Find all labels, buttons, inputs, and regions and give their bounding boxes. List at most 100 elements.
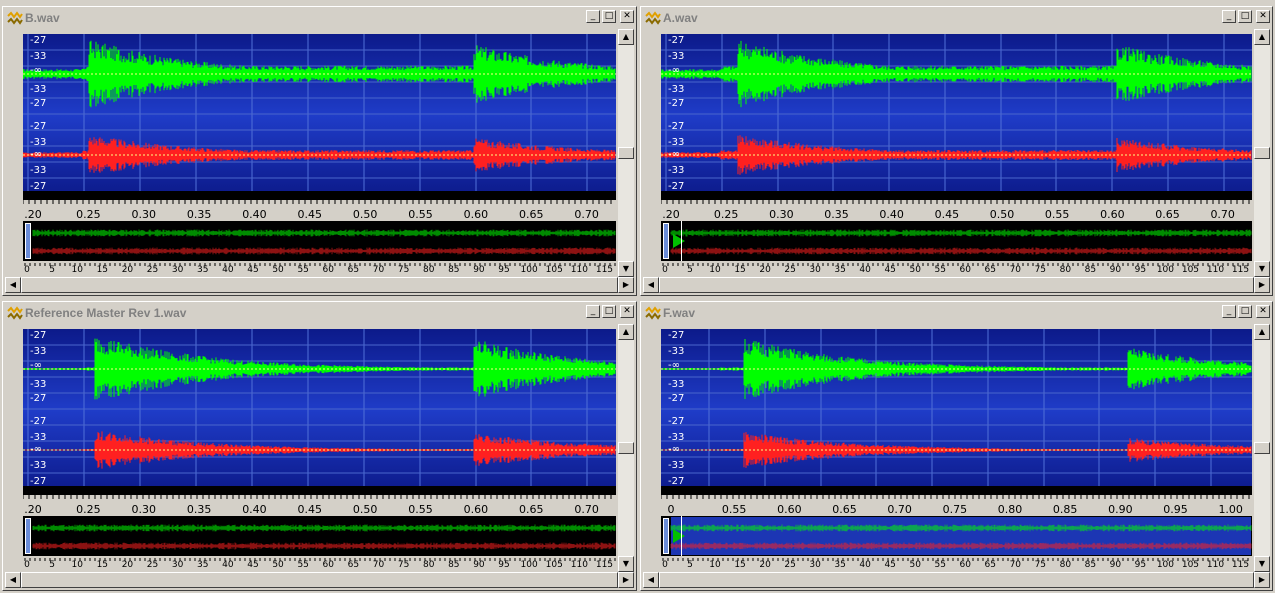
time-ruler-label: 0.35 — [824, 208, 849, 221]
time-ruler-label: .20 — [24, 208, 42, 221]
db-scale-label: -∞ — [30, 360, 42, 371]
window-titlebar[interactable]: Reference Master Rev 1.wav _ □ ✕ — [5, 304, 634, 322]
wave-window[interactable]: Reference Master Rev 1.wav _ □ ✕ -27 -33-… — [2, 301, 637, 591]
time-ruler-label: 0.50 — [989, 208, 1015, 221]
overview-range-handle[interactable] — [663, 518, 669, 554]
overview-range-handle[interactable] — [25, 518, 31, 554]
scroll-down-button[interactable]: ▼ — [1254, 556, 1270, 572]
scroll-right-button[interactable]: ▶ — [1254, 277, 1270, 293]
vertical-scroll-thumb[interactable] — [1254, 147, 1270, 159]
waveform-app-icon — [645, 11, 661, 25]
horizontal-scrollbar[interactable]: ◀ ▶ — [5, 277, 634, 293]
overview-range-handle[interactable] — [663, 223, 669, 259]
horizontal-scrollbar[interactable]: ◀ ▶ — [5, 572, 634, 588]
db-scale-label: -27 — [668, 330, 685, 341]
time-ruler[interactable]: .20 0.25 0.30 0.35 0.40 0.45 0.50 0.55 0.60 0.65 0… — [23, 495, 616, 516]
arrow-left-icon: ◀ — [9, 280, 17, 289]
maximize-button[interactable]: □ — [602, 10, 616, 23]
scroll-up-button[interactable]: ▲ — [1254, 29, 1270, 45]
horizontal-scroll-thumb[interactable] — [659, 572, 1254, 588]
time-ruler[interactable]: .20 0.25 0.30 0.35 0.40 0.45 0.50 0.55 0.60 0.65 0… — [661, 200, 1252, 221]
vertical-scroll-thumb[interactable] — [618, 147, 634, 159]
waveform-display[interactable]: -27 -33 -∞ -33 -27 -27 -33 -∞ -33 -27 — [661, 34, 1252, 197]
arrow-up-icon: ▲ — [1258, 32, 1266, 41]
scroll-left-button[interactable]: ◀ — [5, 277, 21, 293]
scroll-down-button[interactable]: ▼ — [618, 556, 634, 572]
arrow-right-icon: ▶ — [622, 280, 630, 289]
overview-ruler-label: 90 — [1109, 265, 1122, 275]
window-titlebar[interactable]: B.wav _ □ ✕ — [5, 9, 634, 27]
vertical-scrollbar[interactable]: ▲ ▼ — [1254, 29, 1270, 277]
overview-right-channel — [670, 247, 1252, 255]
time-ruler-label: 0.55 — [408, 208, 433, 221]
scroll-right-button[interactable]: ▶ — [618, 572, 634, 588]
play-position-icon[interactable] — [673, 234, 685, 248]
maximize-button[interactable]: □ — [1238, 305, 1252, 318]
wave-window[interactable]: B.wav _ □ ✕ -27 -33 -∞ -33 -27 -27 -33 -∞ -33 -27… — [2, 6, 637, 296]
db-scale-label: -∞ — [668, 149, 680, 160]
overview-ruler-label: 80 — [422, 265, 435, 275]
scroll-down-button[interactable]: ▼ — [1254, 261, 1270, 277]
maximize-button[interactable]: □ — [602, 305, 616, 318]
close-button[interactable]: ✕ — [620, 10, 634, 23]
vertical-scrollbar[interactable]: ▲ ▼ — [618, 29, 634, 277]
vertical-scrollbar[interactable]: ▲ ▼ — [1254, 324, 1270, 572]
db-scale-label: -∞ — [30, 65, 42, 76]
scroll-left-button[interactable]: ◀ — [5, 572, 21, 588]
waveform-display[interactable]: -27 -33 -∞ -33 -27 -27 -33 -∞ -33 -27 — [23, 329, 616, 492]
overview-ruler-label: 0 — [662, 560, 668, 570]
overview-ruler-label: 50 — [272, 560, 284, 570]
horizontal-scroll-thumb[interactable] — [21, 572, 618, 588]
time-ruler-label: 1.00 — [1218, 503, 1243, 516]
horizontal-scrollbar[interactable]: ◀ ▶ — [643, 277, 1270, 293]
maximize-button[interactable]: □ — [1238, 10, 1252, 23]
vertical-scroll-thumb[interactable] — [1254, 442, 1270, 454]
scroll-right-button[interactable]: ▶ — [618, 277, 634, 293]
time-ruler[interactable]: 0 0.55 0.60 0.65 0.70 0.75 0.80 0.85 0.90 0.95 1.0… — [661, 495, 1252, 516]
horizontal-scrollbar[interactable]: ◀ ▶ — [643, 572, 1270, 588]
minimize-button[interactable]: _ — [586, 10, 600, 23]
scroll-up-button[interactable]: ▲ — [1254, 324, 1270, 340]
waveform-bottom-bar — [661, 191, 1252, 200]
window-titlebar[interactable]: F.wav _ □ ✕ — [643, 304, 1270, 322]
play-position-icon[interactable] — [673, 529, 685, 543]
db-scale-label: -27 — [30, 476, 47, 487]
wave-window[interactable]: A.wav _ □ ✕ -27 -33 -∞ -33 -27 -27 -33 -∞ -33 -27… — [640, 6, 1273, 296]
scroll-left-button[interactable]: ◀ — [643, 277, 659, 293]
scroll-left-button[interactable]: ◀ — [643, 572, 659, 588]
arrow-up-icon: ▲ — [1258, 327, 1266, 336]
horizontal-scroll-thumb[interactable] — [659, 277, 1254, 293]
vertical-scroll-thumb[interactable] — [618, 442, 634, 454]
overview-ruler: 0 5 10 15 20 25 30 35 40 45 50 55 60 65 70 75 80 85 90 95 10… — [23, 558, 616, 572]
time-ruler-label: 0.50 — [352, 503, 378, 516]
overview-display[interactable] — [23, 516, 616, 556]
minimize-icon: _ — [1226, 11, 1232, 21]
overview-display[interactable] — [661, 221, 1252, 261]
waveform-display[interactable]: -27 -33 -∞ -33 -27 -27 -33 -∞ -33 -27 — [23, 34, 616, 197]
scroll-right-button[interactable]: ▶ — [1254, 572, 1270, 588]
time-ruler[interactable]: .20 0.25 0.30 0.35 0.40 0.45 0.50 0.55 0.60 0.65 0… — [23, 200, 616, 221]
window-title: A.wav — [663, 11, 698, 25]
time-ruler-label: 0.55 — [408, 503, 433, 516]
wave-window[interactable]: F.wav _ □ ✕ -27 -33 -∞ -33 -27 -27 -33 -∞ -33 -27… — [640, 301, 1273, 591]
overview-display[interactable] — [661, 516, 1252, 556]
window-titlebar[interactable]: A.wav _ □ ✕ — [643, 9, 1270, 27]
vertical-scrollbar[interactable]: ▲ ▼ — [618, 324, 634, 572]
overview-ruler-label: 100 — [520, 560, 538, 570]
scroll-up-button[interactable]: ▲ — [618, 29, 634, 45]
overview-ruler-label: 15 — [96, 265, 109, 275]
minimize-button[interactable]: _ — [586, 305, 600, 318]
horizontal-scroll-thumb[interactable] — [21, 277, 618, 293]
close-button[interactable]: ✕ — [1256, 305, 1270, 318]
minimize-button[interactable]: _ — [1222, 305, 1236, 318]
close-button[interactable]: ✕ — [620, 305, 634, 318]
minimize-button[interactable]: _ — [1222, 10, 1236, 23]
overview-ruler-label: 20 — [121, 265, 134, 275]
overview-display[interactable] — [23, 221, 616, 261]
scroll-up-button[interactable]: ▲ — [618, 324, 634, 340]
waveform-display[interactable]: -27 -33 -∞ -33 -27 -27 -33 -∞ -33 -27 — [661, 329, 1252, 492]
scroll-down-button[interactable]: ▼ — [618, 261, 634, 277]
overview-range-handle[interactable] — [25, 223, 31, 259]
overview-ruler-label: 25 — [784, 265, 796, 275]
close-button[interactable]: ✕ — [1256, 10, 1270, 23]
